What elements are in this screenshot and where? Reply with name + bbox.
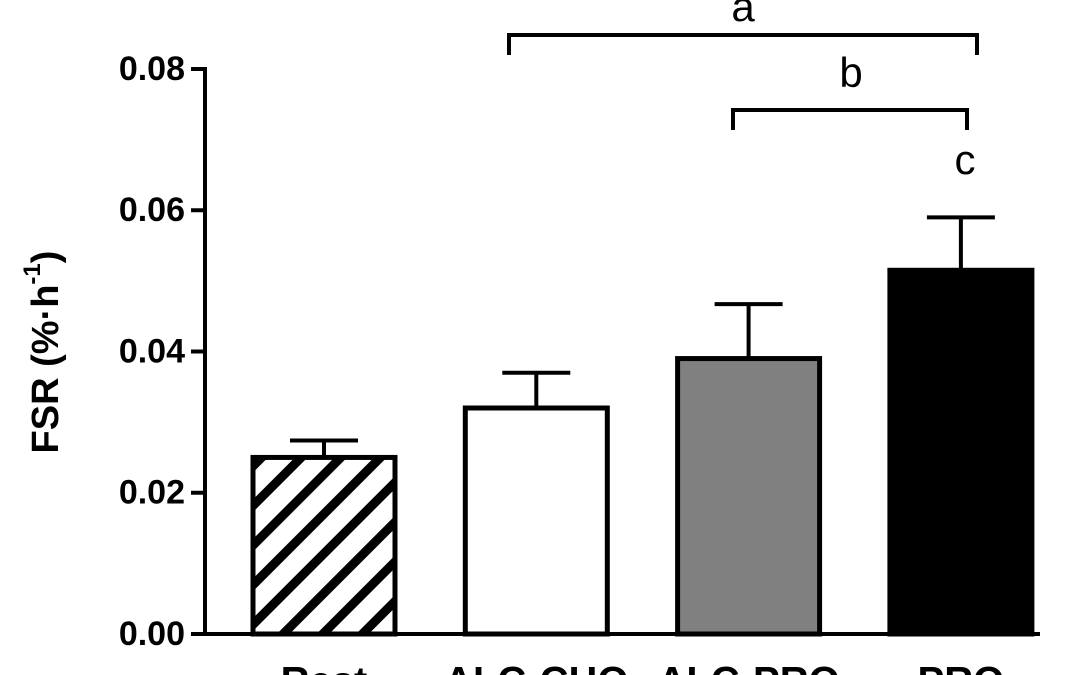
y-axis-label: FSR (%·h-1): [19, 251, 67, 454]
x-tick-label: PRO: [918, 660, 1005, 675]
annotation: a: [731, 0, 755, 30]
annotation: c: [955, 136, 976, 183]
bar: [462, 405, 610, 637]
y-tick-label: 0.08: [119, 50, 185, 88]
y-tick-label: 0.02: [119, 474, 185, 512]
x-tick-label: ALC-PRO: [657, 660, 839, 675]
significance-bracket: [731, 108, 969, 130]
bar: [250, 454, 398, 637]
significance-bracket: [507, 33, 979, 55]
annotation: b: [839, 49, 862, 96]
y-tick-label: 0.04: [119, 332, 185, 370]
bar: [887, 267, 1035, 637]
y-tick-label: 0.06: [119, 191, 185, 229]
x-tick-label: ALC-CHO: [444, 660, 628, 675]
x-tick-label: Rest: [281, 660, 368, 675]
bar: [675, 356, 823, 637]
y-tick-label: 0.00: [119, 615, 185, 653]
